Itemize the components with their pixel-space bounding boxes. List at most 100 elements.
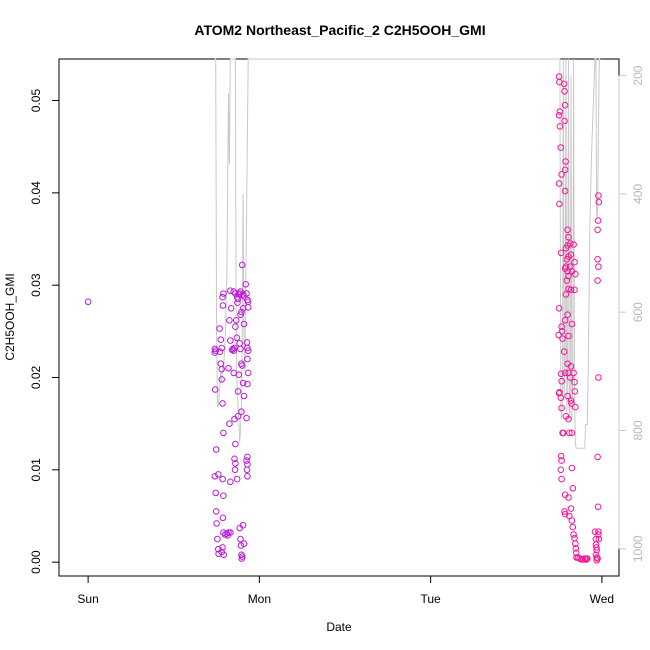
data-point [565,415,572,423]
data-point [560,80,568,88]
data-point [219,475,226,483]
data-point [594,277,601,284]
data-point [212,508,220,515]
x-tick-label: Wed [590,592,614,606]
data-point [568,429,576,437]
data-point [220,429,227,437]
plot-frame [58,58,620,577]
data-point [557,370,565,378]
data-point [571,286,578,294]
data-point [213,520,220,527]
data-point [231,344,238,352]
data-point [568,400,575,407]
data-point [565,233,572,241]
data-point [230,347,237,355]
data-point [583,556,590,563]
data-point [564,392,571,400]
data-point [226,317,233,324]
data-point [567,363,575,370]
data-point [225,365,232,372]
chart-title: ATOM2 Northeast_Pacific_2 C2H5OOH_GMI [194,22,485,38]
data-point [559,335,566,343]
data-point [244,355,251,363]
data-point [594,256,601,263]
data-point [244,347,252,355]
data-point [572,270,579,278]
data-point [232,317,240,324]
data-point [230,288,237,295]
data-point [234,413,242,420]
data-point [227,337,234,344]
data-point [240,540,248,548]
data-point [593,544,600,551]
data-point [231,455,238,463]
y2-tick-label: 1000 [631,535,645,562]
data-point [225,529,232,536]
data-point [594,503,602,511]
data-point [238,362,246,369]
data-point [243,414,250,422]
data-point [211,473,219,480]
data-point [558,404,565,412]
data-point [564,226,571,234]
data-point [555,112,563,119]
data-point [212,446,220,453]
data-point [555,180,563,187]
data-point [561,510,569,518]
x-tick-label: Sun [77,592,98,606]
data-point [237,311,244,319]
data-point [232,460,239,467]
data-point [237,535,244,543]
points-layer [84,73,603,564]
data-point [556,108,564,115]
data-point [219,302,227,309]
data-point [219,400,226,407]
data-point [568,464,576,472]
data-point [565,494,572,501]
data-point [244,453,251,461]
data-point [571,534,578,542]
data-point [239,379,247,387]
y2-axis: 200 400 600 800 1000 [618,65,645,562]
data-point [556,123,564,130]
data-point [558,377,565,385]
data-point [560,348,568,356]
data-point [234,299,241,307]
data-point [236,340,243,347]
y2-tick-label: 800 [631,420,645,440]
data-point [240,320,248,328]
data-point [234,388,242,395]
data-point [561,117,568,125]
data-point [238,261,246,269]
data-point [557,466,565,474]
data-point [216,348,224,356]
data-point [561,166,569,174]
data-point [555,73,563,80]
data-point [561,88,568,95]
data-point [594,226,601,234]
data-point [595,531,602,538]
data-point [244,473,251,480]
y-tick-label: 0.05 [29,89,43,113]
y-axis: 0.00 0.01 0.02 0.03 0.04 0.05 [29,89,60,574]
data-point [227,478,234,486]
y-tick-label: 0.00 [29,550,43,574]
data-point [570,241,577,248]
data-point [557,452,565,460]
data-point [238,308,245,316]
data-point [572,545,580,552]
data-point [595,535,603,543]
data-point [571,378,578,386]
data-point [212,489,219,497]
data-point [595,192,602,199]
data-point [556,200,563,208]
data-point [219,514,227,522]
y-tick-label: 0.02 [29,366,43,390]
data-point [594,217,602,224]
data-point [239,521,247,529]
data-point [562,158,569,165]
data-point [216,325,223,332]
data-point [244,344,251,352]
data-point [244,461,251,468]
data-point [217,336,225,344]
